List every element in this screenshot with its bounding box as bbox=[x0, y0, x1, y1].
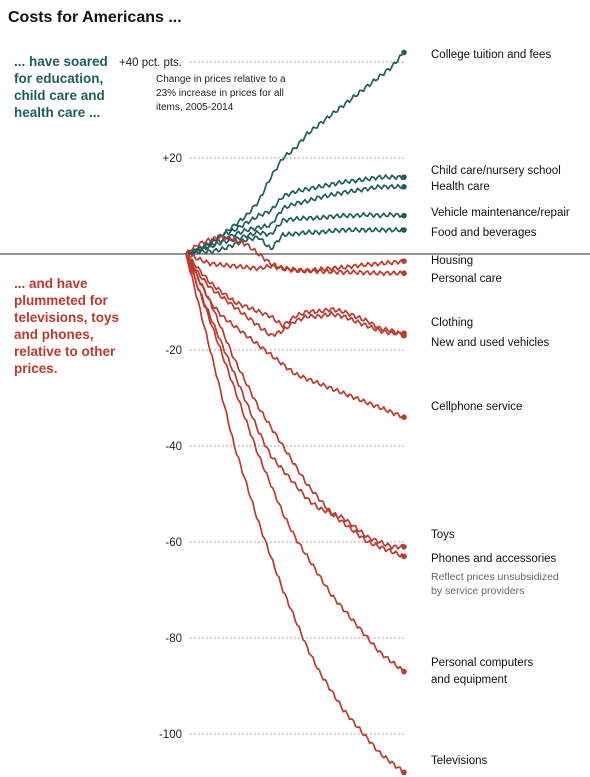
series-end-point-child-care-nursery-school bbox=[401, 174, 407, 180]
intro-up-line: for education, bbox=[14, 71, 103, 86]
series-end-point-new-and-used-vehicles bbox=[401, 330, 407, 337]
intro-up-line: ... have soared bbox=[14, 54, 108, 69]
intro-down-line: prices. bbox=[14, 361, 58, 376]
series-note-phones-and-accessories: Reflect prices unsubsidized bbox=[431, 571, 559, 583]
y-tick-label: +20 bbox=[162, 153, 182, 165]
series-label-vehicle-maintenance-repair: Vehicle maintenance/repair bbox=[431, 207, 570, 219]
y-tick-label: -80 bbox=[165, 633, 182, 645]
series-line-clothing bbox=[185, 253, 405, 338]
y-tick-label: -100 bbox=[159, 729, 182, 741]
y-tick-label: -20 bbox=[165, 345, 182, 357]
chart-note: Change in prices relative to a 23% incre… bbox=[156, 74, 286, 113]
intro-down-line: televisions, toys bbox=[14, 310, 119, 325]
series-label-new-and-used-vehicles: New and used vehicles bbox=[431, 337, 550, 349]
intro-up-line: health care ... bbox=[14, 105, 100, 120]
series-label-food-and-beverages: Food and beverages bbox=[431, 227, 537, 239]
series-layer bbox=[185, 49, 407, 776]
series-label-phones-and-accessories: Phones and accessories bbox=[431, 553, 557, 565]
y-tick-label: +40 pct. pts. bbox=[119, 57, 182, 69]
series-label-clothing: Clothing bbox=[431, 317, 473, 329]
intro-down-line: plummeted for bbox=[14, 293, 109, 308]
series-end-point-televisions bbox=[401, 769, 407, 776]
intro-down-line: relative to other bbox=[14, 344, 116, 359]
series-line-toys bbox=[185, 253, 405, 558]
series-end-point-health-care bbox=[401, 184, 407, 190]
series-label-personal-computers-and-equipment: Personal computers bbox=[431, 657, 534, 669]
series-label-televisions: Televisions bbox=[431, 755, 487, 767]
intro-down-line: and phones, bbox=[14, 327, 94, 342]
chart-note-line: 23% increase in prices for all bbox=[156, 88, 284, 99]
label-layer: College tuition and fees Child care/nurse… bbox=[431, 49, 570, 767]
series-label-personal-care: Personal care bbox=[431, 273, 502, 285]
series-label-health-care: Health care bbox=[431, 181, 490, 193]
series-line-personal-computers-and-equipment bbox=[185, 253, 405, 673]
intro-down-text: ... and have plummeted for televisions, … bbox=[14, 276, 119, 376]
grid-layer: +40 pct. pts. +20 -20 -40 -60 -80 -100 bbox=[119, 57, 404, 741]
series-line-vehicle-maintenance-repair bbox=[185, 211, 405, 255]
y-tick-label: -60 bbox=[165, 537, 182, 549]
chart-note-line: Change in prices relative to a bbox=[156, 74, 286, 85]
chart-note-line: items, 2005-2014 bbox=[156, 102, 234, 113]
y-tick-label: -40 bbox=[165, 441, 182, 453]
series-end-point-phones-and-accessories bbox=[401, 544, 407, 550]
series-label-toys: Toys bbox=[431, 529, 455, 541]
series-end-point-college-tuition-and-fees bbox=[401, 49, 407, 56]
series-end-point-personal-computers-and-equipment bbox=[401, 668, 407, 675]
intro-down-line: ... and have bbox=[14, 276, 88, 291]
series-end-point-housing bbox=[401, 258, 407, 265]
series-end-point-toys bbox=[401, 553, 407, 560]
series-line-personal-care bbox=[185, 253, 405, 277]
series-label-housing: Housing bbox=[431, 255, 473, 267]
series-line-televisions bbox=[185, 253, 405, 774]
intro-up-line: child care and bbox=[14, 88, 105, 103]
chart-title: Costs for Americans ... bbox=[8, 9, 182, 26]
series-end-point-vehicle-maintenance-repair bbox=[401, 212, 407, 219]
series-end-point-personal-care bbox=[401, 270, 407, 277]
series-label-personal-computers-and-equipment: and equipment bbox=[431, 674, 508, 686]
series-label-cellphone-service: Cellphone service bbox=[431, 401, 522, 413]
series-label-child-care-nursery-school: Child care/nursery school bbox=[431, 165, 561, 177]
series-line-cellphone-service bbox=[185, 253, 405, 419]
series-end-point-cellphone-service bbox=[401, 414, 407, 421]
series-line-phones-and-accessories bbox=[185, 253, 405, 550]
intro-up-text: ... have soared for education, child car… bbox=[14, 54, 108, 120]
series-note-phones-and-accessories: by service providers bbox=[431, 585, 524, 597]
series-line-new-and-used-vehicles bbox=[185, 253, 405, 338]
series-label-college-tuition-and-fees: College tuition and fees bbox=[431, 49, 551, 61]
series-line-food-and-beverages bbox=[185, 226, 405, 256]
series-end-point-food-and-beverages bbox=[401, 227, 407, 233]
